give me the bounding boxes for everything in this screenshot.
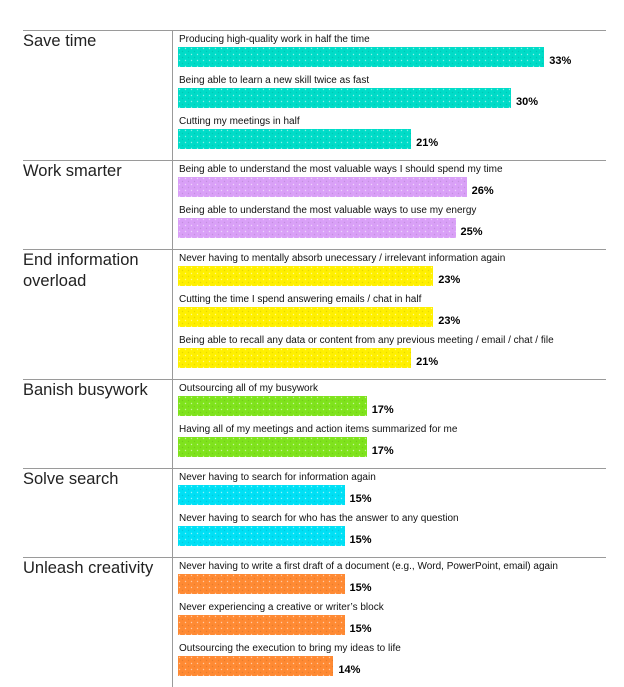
bar-texture-fill	[178, 129, 412, 149]
bar-label: Never having to write a first draft of a…	[179, 561, 558, 572]
bar-texture-fill	[178, 396, 367, 416]
bar-label: Being able to learn a new skill twice as…	[179, 75, 370, 86]
bar-value-label: 15%	[349, 493, 372, 505]
group-separator	[23, 249, 606, 250]
bar	[178, 437, 367, 457]
bar-value-label: 21%	[416, 356, 439, 368]
group-divider	[172, 160, 173, 249]
group-separator	[23, 468, 606, 469]
bar-texture	[178, 88, 511, 108]
bar-label: Being able to understand the most valuab…	[179, 205, 477, 216]
bar-texture-fill	[178, 177, 467, 197]
bar-texture-fill	[178, 348, 412, 368]
bar-value-label: 30%	[516, 96, 539, 108]
bar-texture-fill	[178, 615, 345, 635]
bar	[178, 266, 434, 286]
bar-value-label: 23%	[438, 274, 461, 286]
bar-texture	[178, 526, 345, 546]
bar-texture-fill	[178, 218, 456, 238]
group-divider	[172, 249, 173, 379]
bar-value-label: 15%	[349, 534, 372, 546]
bar-texture	[178, 307, 434, 327]
bar-texture-fill	[178, 485, 345, 505]
bar-value-label: 15%	[349, 582, 372, 594]
bar-texture	[178, 129, 412, 149]
bar-label: Never experiencing a creative or writer’…	[179, 602, 384, 613]
bar-label: Cutting the time I spend answering email…	[179, 294, 422, 305]
bar-texture-fill	[178, 574, 345, 594]
bar	[178, 177, 467, 197]
bar-value-label: 17%	[371, 404, 394, 416]
bar	[178, 218, 456, 238]
bar-label: Never having to search for information a…	[179, 472, 376, 483]
bar	[178, 129, 412, 149]
group-separator	[23, 557, 606, 558]
bar-label: Outsourcing the execution to bring my id…	[179, 643, 401, 654]
category-label: Banish busywork	[23, 381, 148, 399]
bar-texture-fill	[178, 88, 511, 108]
bar-label: Cutting my meetings in half	[179, 116, 300, 127]
bar-texture	[178, 348, 412, 368]
bar-value-label: 21%	[416, 137, 439, 149]
bar	[178, 47, 545, 67]
bar-label: Having all of my meetings and action ite…	[179, 424, 458, 435]
bar-texture	[178, 396, 367, 416]
bar-label: Never having to mentally absorb unecessa…	[179, 253, 506, 264]
category-label: Work smarter	[23, 162, 122, 180]
bar-texture	[178, 437, 367, 457]
bar-texture	[178, 266, 434, 286]
bar	[178, 656, 334, 676]
bar	[178, 88, 511, 108]
bar	[178, 348, 412, 368]
bar	[178, 615, 345, 635]
group-separator	[23, 160, 606, 161]
bar-texture-fill	[178, 266, 434, 286]
bar-texture	[178, 656, 334, 676]
category-label: Solve search	[23, 470, 119, 488]
bar-label: Being able to recall any data or content…	[179, 335, 554, 346]
bar	[178, 574, 345, 594]
group-separator	[23, 30, 606, 31]
bar-texture-fill	[178, 47, 545, 67]
bar-texture	[178, 615, 345, 635]
bar-texture-fill	[178, 307, 434, 327]
bar-texture	[178, 574, 345, 594]
bar-texture	[178, 485, 345, 505]
bar-texture	[178, 218, 456, 238]
bar-texture-fill	[178, 437, 367, 457]
bar-label: Outsourcing all of my busywork	[179, 383, 318, 394]
bar-value-label: 15%	[349, 623, 372, 635]
bar-texture-fill	[178, 526, 345, 546]
bar-value-label: 23%	[438, 315, 461, 327]
bar	[178, 526, 345, 546]
category-label: End information overload	[23, 251, 139, 290]
bar	[178, 485, 345, 505]
group-divider	[172, 557, 173, 687]
bar-value-label: 17%	[371, 445, 394, 457]
bar-value-label: 26%	[471, 185, 494, 197]
bar	[178, 307, 434, 327]
bar-value-label: 33%	[549, 55, 572, 67]
bar-label: Being able to understand the most valuab…	[179, 164, 503, 175]
bar-texture-fill	[178, 656, 334, 676]
category-label: Unleash creativity	[23, 559, 154, 577]
bar-label: Never having to search for who has the a…	[179, 513, 459, 524]
group-divider	[172, 30, 173, 160]
bar-value-label: 14%	[338, 664, 361, 676]
bar-texture	[178, 47, 545, 67]
bar-value-label: 25%	[460, 226, 483, 238]
bar	[178, 396, 367, 416]
bar-texture	[178, 177, 467, 197]
group-separator	[23, 379, 606, 380]
bar-label: Producing high-quality work in half the …	[179, 34, 370, 45]
category-label: Save time	[23, 32, 97, 50]
group-divider	[172, 468, 173, 557]
group-divider	[172, 379, 173, 468]
